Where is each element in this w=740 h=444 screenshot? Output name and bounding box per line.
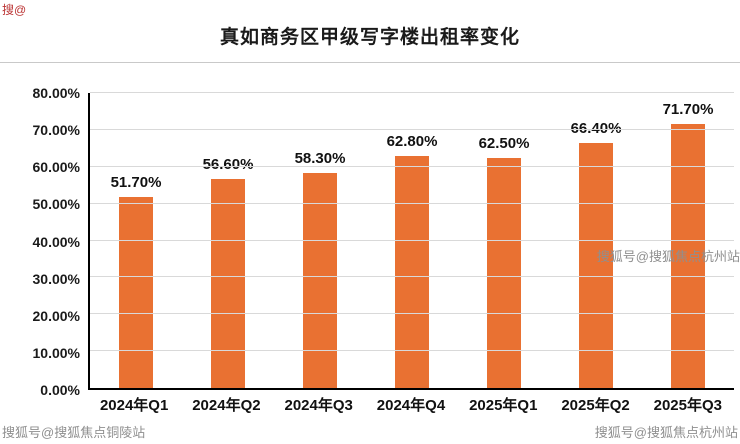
y-tick-label: 50.00%	[32, 196, 80, 213]
bar	[395, 156, 429, 388]
y-tick-label: 80.00%	[32, 85, 80, 101]
bar-value-label: 62.80%	[386, 133, 438, 151]
watermark-mid-right: 搜狐号@搜狐焦点杭州站	[596, 249, 740, 264]
watermark-bottom-right: 搜狐号@搜狐焦点杭州站	[594, 425, 738, 440]
x-axis-label: 2024年Q3	[284, 397, 353, 414]
bar-slot: 51.70%	[90, 93, 182, 388]
bar-slot: 58.30%	[274, 93, 366, 388]
x-axis-label: 2025年Q2	[561, 397, 630, 414]
y-axis: 0.00% 10.00% 20.00% 30.00% 40.00% 50.00% 60.00…	[0, 85, 80, 398]
bar	[303, 173, 337, 388]
y-tick-label: 70.00%	[32, 122, 80, 139]
y-tick-label: 10.00%	[32, 344, 80, 361]
gridline	[90, 128, 734, 130]
gridline	[90, 165, 734, 167]
bar-value-label: 71.70%	[662, 100, 714, 118]
bar-slot: 66.40%	[550, 93, 642, 388]
gridline	[90, 92, 734, 93]
x-axis-label: 2024年Q2	[192, 397, 261, 414]
bar	[119, 197, 153, 388]
bar-value-label: 62.50%	[478, 134, 530, 152]
x-axis-label: 2025年Q1	[469, 397, 538, 414]
bar-value-label: 51.70%	[110, 174, 162, 192]
watermark-bottom-left: 搜狐号@搜狐焦点铜陵站	[2, 425, 146, 440]
gridline	[90, 239, 734, 241]
y-tick-label: 60.00%	[32, 159, 80, 176]
header-divider	[0, 62, 740, 63]
bar-value-label: 58.30%	[294, 150, 346, 168]
bar	[487, 157, 521, 388]
x-axis-label: 2025年Q3	[653, 397, 723, 414]
bar-slot: 62.50%	[458, 93, 550, 388]
y-tick-label: 0.00%	[40, 382, 80, 398]
bar-slot: 71.70%	[642, 93, 734, 388]
bar-value-label: 56.60%	[202, 156, 254, 174]
watermark-top-left: 搜@	[2, 3, 27, 17]
bar-value-label: 66.40%	[570, 120, 622, 138]
plot-area: 51.70% 56.60% 58.30% 62.80% 62.50% 66.40% 71.7…	[88, 92, 734, 390]
bar	[579, 143, 613, 388]
gridline	[90, 350, 734, 352]
y-tick-label: 40.00%	[32, 233, 80, 250]
y-tick-label: 20.00%	[32, 307, 80, 324]
bar	[211, 179, 245, 388]
bar	[671, 123, 705, 388]
gridline	[90, 202, 734, 204]
x-axis-label: 2024年Q4	[376, 397, 446, 414]
x-axis-labels: 2024年Q1 2024年Q2 2024年Q3 2024年Q4 2025年Q1 2025年…	[88, 394, 734, 415]
x-axis-label: 2024年Q1	[99, 397, 169, 414]
gridline	[90, 276, 734, 278]
bar-slot: 56.60%	[182, 93, 274, 388]
y-tick-label: 30.00%	[32, 270, 80, 287]
gridline	[90, 313, 734, 315]
chart-title: 真如商务区甲级写字楼出租率变化	[219, 27, 520, 48]
bars-row: 51.70% 56.60% 58.30% 62.80% 62.50% 66.40% 71.7…	[90, 93, 734, 388]
bar-slot: 62.80%	[366, 93, 458, 388]
